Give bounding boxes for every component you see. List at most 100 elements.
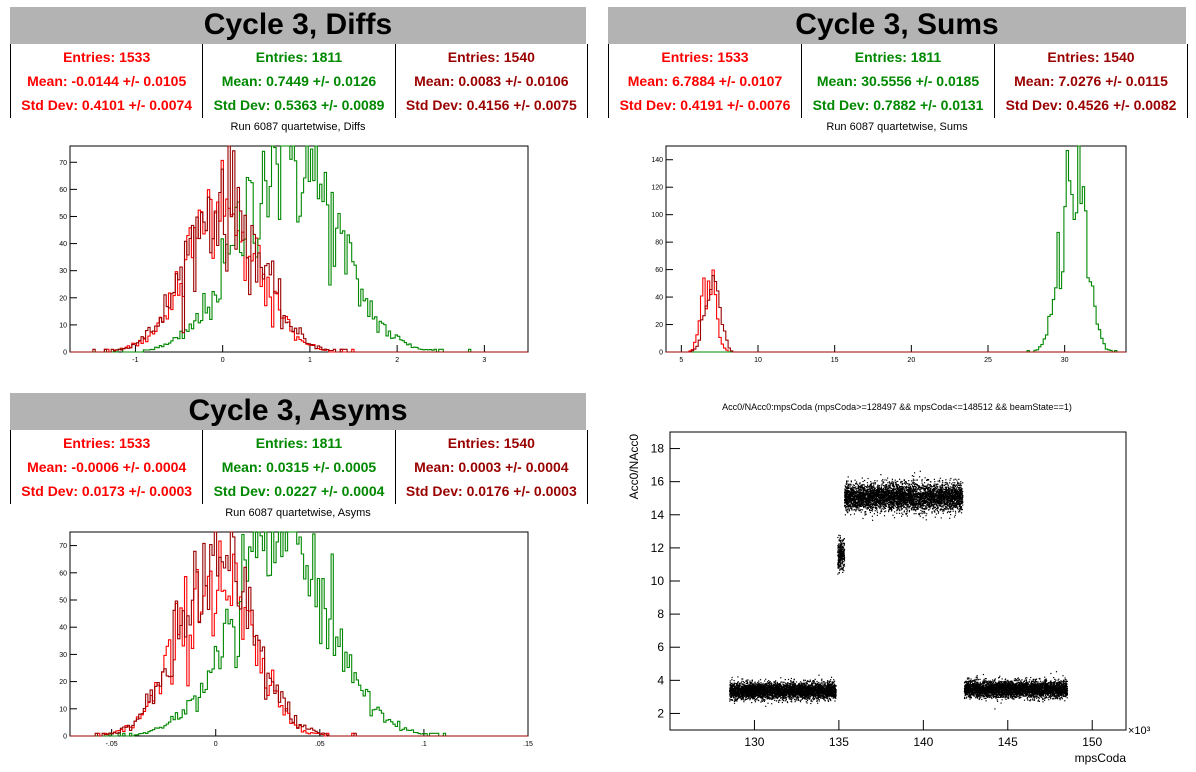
scatter-point [822,687,824,689]
y-tick-label: 0 [63,734,67,741]
scatter-point [815,690,817,692]
scatter-point [819,695,821,697]
scatter-point [908,484,910,486]
scatter-point [749,687,751,689]
scatter-point [829,690,831,693]
scatter-point [794,698,796,700]
scatter-point [795,699,797,701]
scatter-point [798,691,801,693]
scatter-point [772,697,774,699]
scatter-point [777,685,779,687]
scatter-point [791,684,793,686]
scatter-point [729,691,731,693]
scatter-point [787,692,789,694]
scatter-point [734,692,736,694]
scatter-point [729,688,731,690]
scatter-point [754,691,756,693]
scatter-point [803,683,806,685]
scatter-point [776,689,778,691]
scatter-point [749,692,751,694]
y-tick-label: 10 [59,706,67,713]
scatter-point [808,698,810,700]
scatter-point [833,693,835,695]
scatter-point [761,686,764,688]
scatter-point [813,696,815,698]
scatter-point [743,701,745,703]
scatter-point [831,688,833,690]
y-tick-label: 50 [59,214,67,221]
scatter-point [737,676,739,678]
scatter-point [820,685,822,687]
scatter-point [746,695,748,698]
scatter-point [796,685,798,687]
scatter-point [758,693,760,695]
scatter-point [790,688,792,690]
scatter-point [738,686,740,688]
scatter-point [806,694,808,696]
scatter-point [765,691,767,693]
scatter-point [776,695,778,697]
scatter-point [748,692,750,694]
scatter-point [841,548,843,550]
std-label: Std Dev: 0.0227 +/- 0.0004 [213,483,385,499]
scatter-point [818,700,820,702]
scatter-point [824,687,826,689]
scatter-point [803,679,805,681]
scatter-point [789,698,791,700]
scatter-point [747,690,749,692]
scatter-point [793,687,795,689]
scatter-point [790,691,792,693]
scatter-point [748,686,750,688]
scatter-point [792,693,794,695]
scatter-point [812,690,814,692]
scatter-point [780,696,782,698]
scatter-point [794,687,796,689]
scatter-point [761,694,763,697]
scatter-point [819,693,822,695]
scatter-point [797,692,799,694]
scatter-point [816,700,818,702]
scatter-point [819,688,821,690]
scatter-point [787,678,790,681]
scatter-point [815,687,817,689]
scatter-point [842,571,844,573]
scatter-point [767,697,769,699]
scatter-point [782,698,784,700]
scatter-point [742,696,744,699]
scatter-point [762,686,764,688]
scatter-point [945,493,947,496]
scatter-point [790,698,792,700]
scatter-point [803,687,805,689]
scatter-point [820,683,822,686]
y-tick-label: 40 [59,625,67,632]
scatter-point [842,546,845,549]
scatter-point [843,543,845,545]
scatter-point [831,684,833,686]
scatter-point [820,695,822,697]
x-tick-label: -.05 [106,741,118,748]
scatter-point [801,693,803,695]
scatter-point [744,684,746,686]
scatter-point [753,692,755,694]
scatter-point [739,684,741,686]
scatter-point [766,696,768,698]
scatter-point [761,697,763,699]
x-axis-label: mpsCoda [1075,751,1127,765]
scatter-point [840,546,842,548]
scatter-point [733,688,735,690]
entries-label: Entries: 1540 [1047,49,1135,65]
scatter-point [781,699,783,701]
scatter-point [937,486,939,488]
scatter-point [900,480,902,483]
scatter-point [741,683,743,685]
scatter-point [733,683,735,685]
scatter-point [834,686,836,688]
scatter-point [785,698,787,701]
scatter-point [824,691,826,693]
scatter-point [937,492,939,494]
y-tick-label: 10 [651,574,665,588]
scatter-point [783,681,785,683]
scatter-point [766,689,768,691]
scatter-point [747,685,750,687]
diffs-stat-series2: Entries: 1811 Mean: 0.7449 +/- 0.0126 St… [203,44,396,118]
